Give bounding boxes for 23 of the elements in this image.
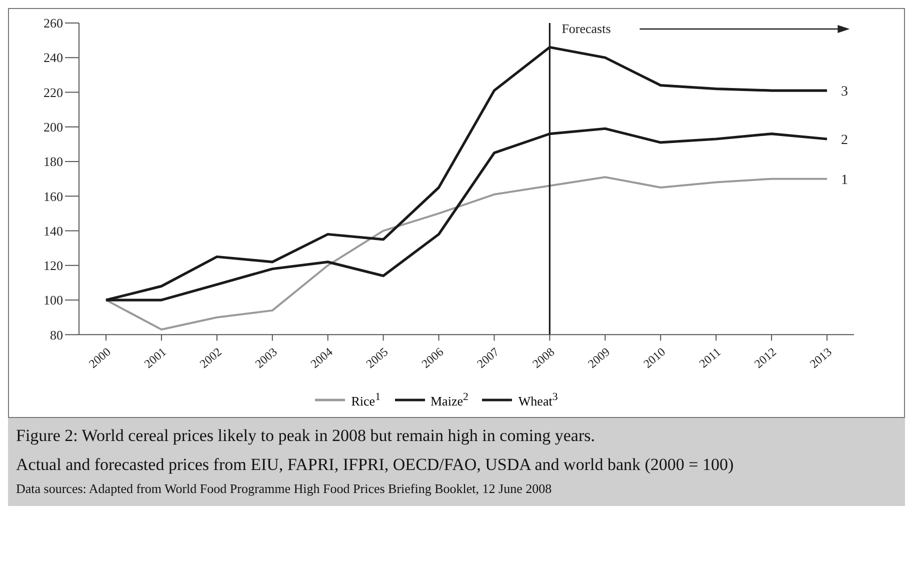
x-tick-label: 2001 bbox=[141, 344, 169, 371]
y-tick-label: 80 bbox=[50, 327, 63, 342]
y-tick-label: 120 bbox=[44, 258, 63, 274]
y-tick-label: 220 bbox=[44, 84, 63, 100]
text: Data sources: Adapted from World Food Programme High Food Prices Briefing Booklet, 12 June 2008 bbox=[16, 481, 553, 496]
y-tick-label: 180 bbox=[44, 154, 63, 170]
ref-line-label: Forecasts bbox=[562, 21, 611, 36]
annotation: 1 bbox=[841, 172, 848, 188]
line-series bbox=[105, 176, 828, 330]
y-tick-label: 200 bbox=[44, 120, 63, 135]
text: Figure 2: World cereal prices likely to peak in 2008 but remain high in coming years. bbox=[16, 426, 596, 445]
y-tick-label: 140 bbox=[44, 223, 63, 238]
legend-label: Wheat$^{3}$ bbox=[518, 390, 558, 409]
text: Actual and forecasted prices from EIU, FAPRI, IFPRI, OECD/FAO, USDA and world bank (2000 = 100) bbox=[16, 455, 735, 474]
legend-label: Maize$^{2}$ bbox=[430, 390, 468, 409]
legend-label: Rice$^{1}$ bbox=[351, 390, 380, 409]
y-tick-label: 160 bbox=[44, 188, 63, 204]
annotation: 2 bbox=[841, 132, 848, 148]
y-tick-label: 240 bbox=[44, 50, 63, 66]
y-tick-label: 100 bbox=[44, 292, 63, 308]
y-tick-label: 260 bbox=[44, 16, 63, 31]
x-tick-label: 2011 bbox=[696, 344, 724, 371]
annotation: 3 bbox=[841, 84, 848, 100]
